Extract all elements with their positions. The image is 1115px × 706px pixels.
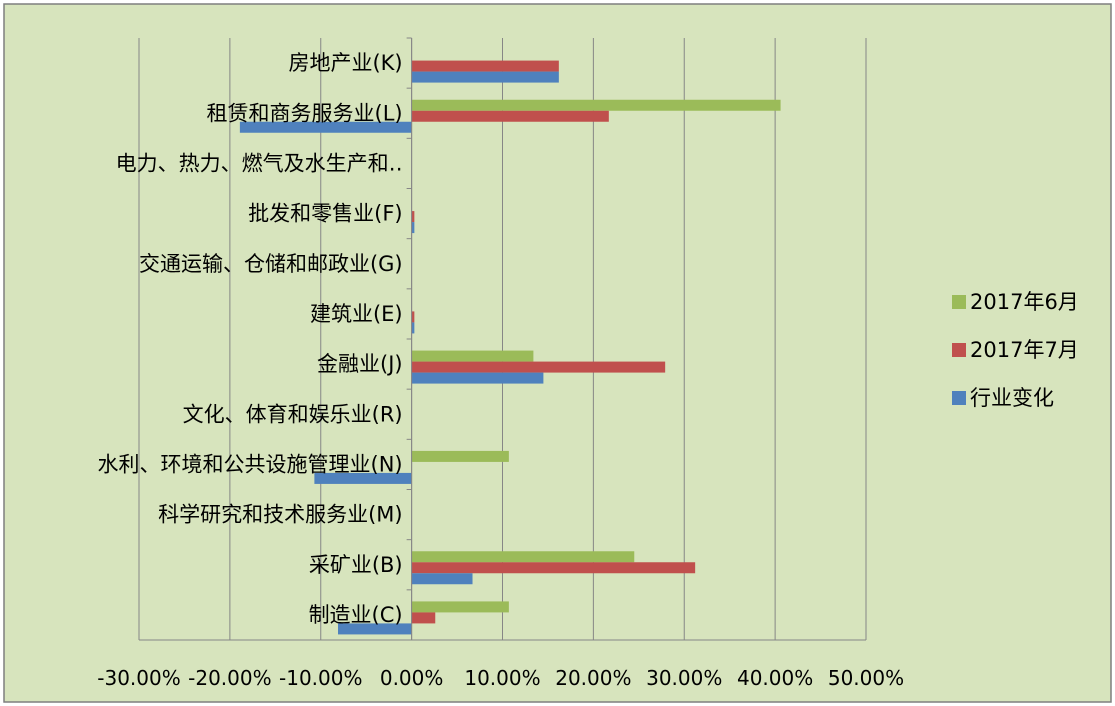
bar (411, 612, 436, 624)
x-tick-label: 50.00% (828, 666, 904, 690)
bar (411, 99, 781, 111)
x-tick-label: 20.00% (555, 666, 631, 690)
x-tick-label: -10.00% (279, 666, 362, 690)
legend-label: 行业变化 (970, 386, 1054, 410)
x-tick-labels: -30.00% -20.00% -10.00% 0.00% 10.00% 20.00% 30… (97, 666, 904, 690)
bar (411, 350, 534, 362)
category-label: 房地产业(K) (288, 51, 402, 75)
bar (411, 222, 415, 234)
category-label: 租赁和商务服务业(L) (207, 101, 403, 125)
category-label: 电力、热力、燃气及水生产和‥ (116, 151, 403, 175)
bar (411, 450, 509, 462)
legend-label: 2017年6月 (970, 290, 1079, 314)
category-label: 建筑业(E) (310, 302, 403, 326)
category-label: 文化、体育和娱乐业(R) (183, 402, 403, 426)
bar (411, 573, 473, 585)
bar (411, 110, 609, 122)
bar (411, 361, 666, 373)
bar (411, 551, 635, 563)
x-tick-label: -30.00% (97, 666, 180, 690)
legend-swatch (952, 391, 966, 405)
category-label: 金融业(J) (317, 352, 403, 376)
category-label: 水利、环境和公共设施管理业(N) (98, 452, 403, 476)
category-label: 批发和零售业(F) (248, 202, 402, 226)
grid-lines (138, 37, 867, 641)
legend-swatch (952, 343, 966, 357)
bar (314, 472, 412, 484)
category-label: 交通运输、仓储和邮政业(G) (139, 252, 403, 276)
bar (411, 71, 559, 83)
legend-label: 2017年7月 (970, 338, 1079, 362)
bar (411, 60, 559, 72)
x-tick-label: 30.00% (646, 666, 722, 690)
bar (411, 562, 696, 574)
x-tick-label: 0.00% (380, 666, 444, 690)
bar (338, 623, 412, 635)
x-tick-label: 10.00% (464, 666, 540, 690)
bar (411, 601, 509, 613)
bar (239, 121, 412, 133)
category-label: 采矿业(B) (309, 553, 403, 577)
category-label: 制造业(C) (309, 603, 403, 627)
bar (411, 311, 415, 323)
x-tick-label: 40.00% (737, 666, 813, 690)
x-tick-label: -20.00% (188, 666, 271, 690)
bar (411, 322, 415, 334)
category-label: 科学研究和技术服务业(M) (158, 503, 403, 527)
bars (239, 38, 781, 640)
bar (411, 372, 544, 384)
bar (411, 211, 415, 223)
legend-swatch (952, 295, 966, 309)
category-labels: 房地产业(K) 租赁和商务服务业(L) 电力、热力、燃气及水生产和‥ 批发和零售业(F… (98, 51, 403, 627)
